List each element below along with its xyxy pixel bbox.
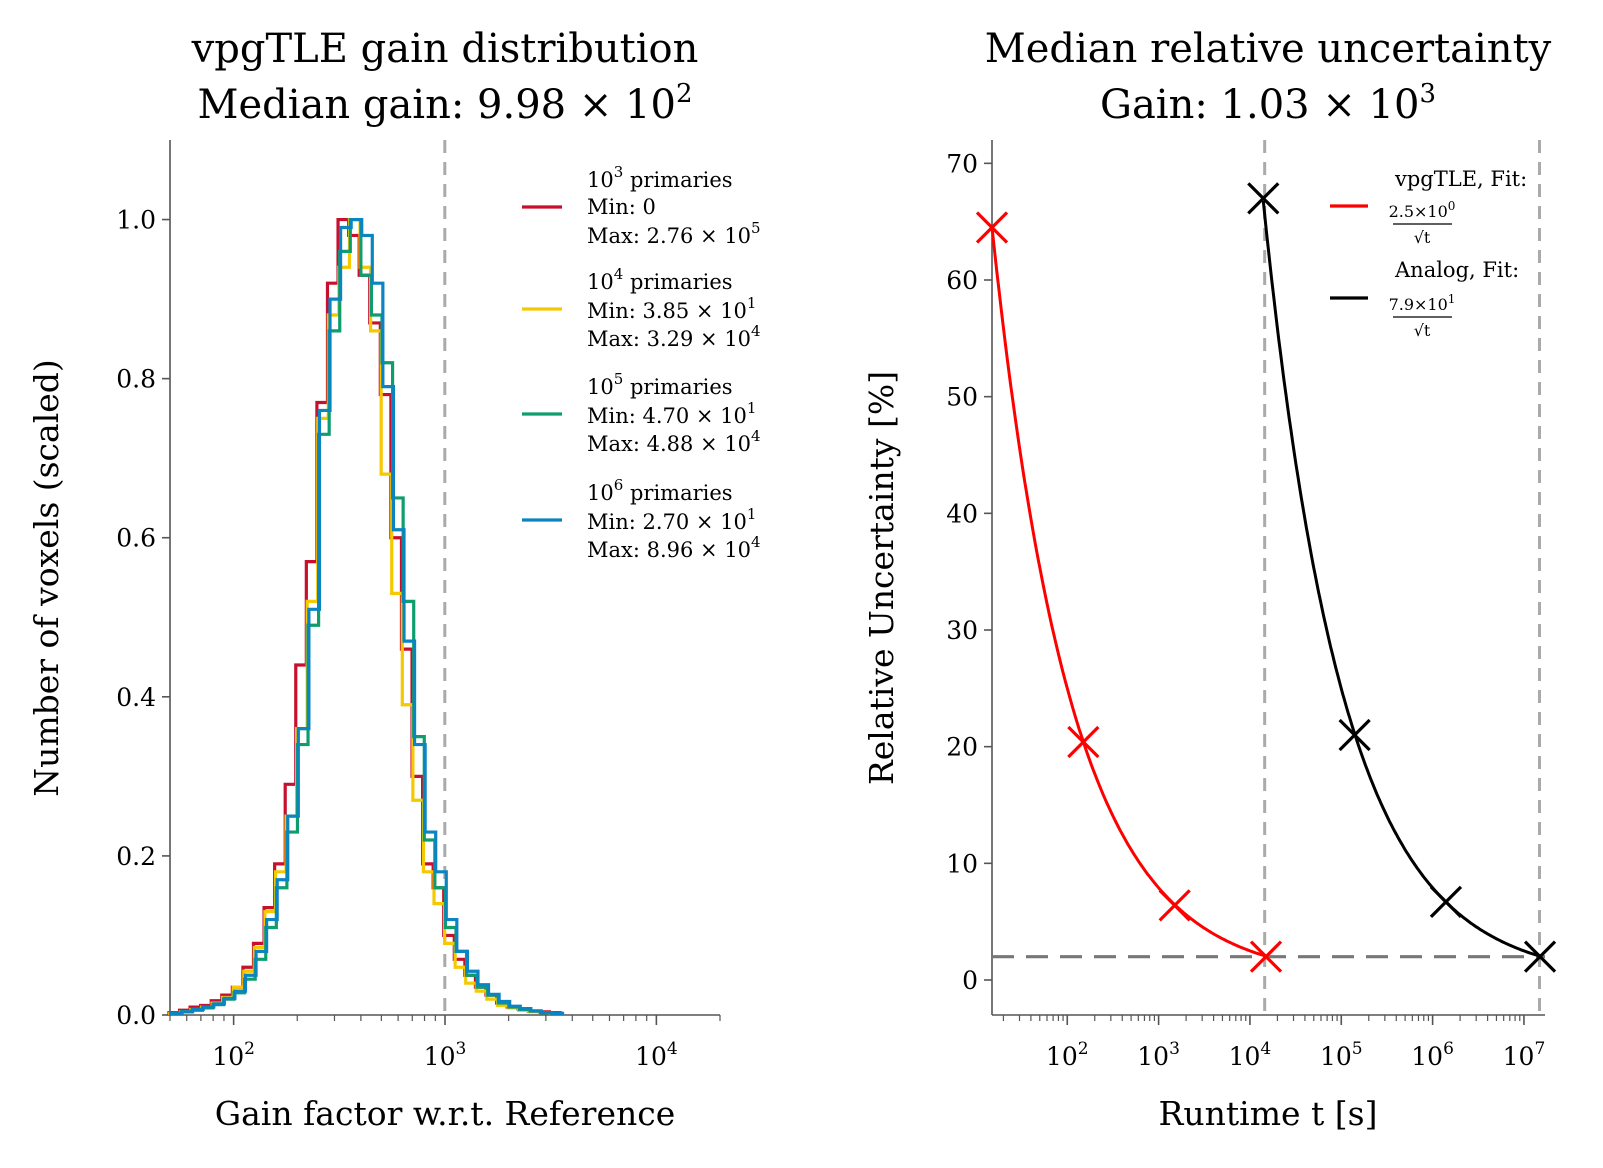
legend-max-1e4: Max: 3.29 × 104 [587,322,761,351]
legend-max-1e5: Max: 4.88 × 104 [587,427,761,456]
fit-curve [1261,200,1541,958]
fit-curve [990,226,1267,958]
data-point-marker [1247,182,1280,215]
right-y-ticks: 0 10 20 30 40 50 60 70 [946,149,992,995]
right-y-tick-label: 40 [946,499,978,528]
right-reference-lines [992,140,1545,1015]
legend-fit-den-analog: √t [1414,321,1431,340]
left-y-tick-label: 0.2 [116,842,156,871]
right-legend: vpgTLE, Fit: 2.5×100 √t Analog, Fit: 7.9… [1330,167,1527,340]
right-y-tick-label: 0 [962,966,978,995]
legend-entry-1e3: 103 primaries Min: 0 Max: 2.76 × 105 [522,163,761,248]
right-data-markers [975,182,1557,973]
right-x-tick-label: 107 [1503,1039,1546,1071]
legend-min-1e3: Min: 0 [587,195,656,219]
legend-max-1e6: Max: 8.96 × 104 [587,533,761,562]
right-x-axis-label: Runtime t [s] [1159,1094,1378,1133]
right-x-tick-label: 105 [1320,1039,1363,1071]
right-y-tick-label: 20 [946,733,978,762]
right-title-line2: Gain: 1.03 × 103 [1100,79,1436,128]
legend-entry-vpgtle: vpgTLE, Fit: 2.5×100 √t [1330,167,1527,247]
right-fit-curves [990,200,1541,958]
legend-min-1e6: Min: 2.70 × 101 [587,505,756,534]
left-chart: vpgTLE gain distribution Median gain: 9.… [27,26,761,1133]
left-title-line2: Median gain: 9.98 × 102 [197,79,692,128]
left-y-tick-label: 0.6 [116,524,156,553]
left-histograms [167,217,565,1016]
legend-label-vpgtle: vpgTLE, Fit: [1394,167,1527,191]
legend-label-1e3: 103 primaries [587,163,733,192]
right-x-tick-label: 106 [1411,1039,1454,1071]
legend-min-1e5: Min: 4.70 × 101 [587,399,756,428]
data-point-marker [1338,718,1371,752]
right-x-tick-label: 103 [1137,1039,1180,1071]
data-point-marker [975,211,1009,244]
left-y-tick-label: 0.4 [116,683,156,712]
left-title-line1: vpgTLE gain distribution [191,26,699,72]
legend-label-1e6: 106 primaries [587,476,733,505]
left-y-axis-label: Number of voxels (scaled) [27,359,66,797]
right-y-axis-label: Relative Uncertainty [%] [862,371,901,785]
left-y-tick-label: 1.0 [116,206,156,235]
right-chart: Median relative uncertainty Gain: 1.03 ×… [862,26,1557,1133]
left-legend: 103 primaries Min: 0 Max: 2.76 × 105 104… [522,163,761,562]
data-point-marker [1429,885,1463,918]
data-point-marker [1158,889,1191,922]
right-y-tick-label: 30 [946,616,978,645]
legend-fit-num-analog: 7.9×101 [1389,292,1456,314]
right-y-tick-label: 50 [946,383,978,412]
left-x-axis-label: Gain factor w.r.t. Reference [215,1094,676,1133]
left-x-tick-label: 104 [635,1039,678,1071]
right-title-line1: Median relative uncertainty [985,26,1552,72]
legend-min-1e4: Min: 3.85 × 101 [587,294,756,323]
legend-label-analog: Analog, Fit: [1394,258,1519,282]
right-y-tick-label: 10 [946,849,978,878]
legend-entry-1e6: 106 primaries Min: 2.70 × 101 Max: 8.96 … [522,476,761,562]
left-x-tick-label: 102 [212,1039,255,1071]
histogram-series [169,217,565,1016]
right-x-tick-label: 102 [1046,1039,1089,1071]
left-x-tick-label: 103 [424,1039,467,1071]
data-point-marker [1249,940,1283,973]
left-y-tick-label: 0.0 [116,1001,156,1030]
left-y-tick-label: 0.8 [116,365,156,394]
left-x-ticks: 102 103 104 [169,1015,721,1071]
legend-max-1e3: Max: 2.76 × 105 [587,219,761,248]
left-y-ticks: 0.0 0.2 0.4 0.6 0.8 1.0 [116,206,170,1030]
legend-label-1e5: 105 primaries [587,370,733,399]
legend-entry-1e4: 104 primaries Min: 3.85 × 101 Max: 3.29 … [522,265,761,351]
right-x-ticks: 102 103 104 105 106 107 [1002,1015,1546,1071]
data-point-marker [1067,725,1100,759]
legend-fit-den-vpgtle: √t [1414,228,1431,247]
histogram-series [168,217,563,1016]
right-y-tick-label: 60 [946,266,978,295]
right-y-tick-label: 70 [946,149,978,178]
legend-label-1e4: 104 primaries [587,265,733,294]
right-x-tick-label: 104 [1229,1039,1272,1071]
data-point-marker [1523,940,1557,973]
legend-fit-num-vpgtle: 2.5×100 [1389,199,1456,221]
histogram-series [167,217,562,1015]
histogram-series [169,217,564,1016]
legend-entry-analog: Analog, Fit: 7.9×101 √t [1330,258,1519,340]
legend-entry-1e5: 105 primaries Min: 4.70 × 101 Max: 4.88 … [522,370,761,456]
